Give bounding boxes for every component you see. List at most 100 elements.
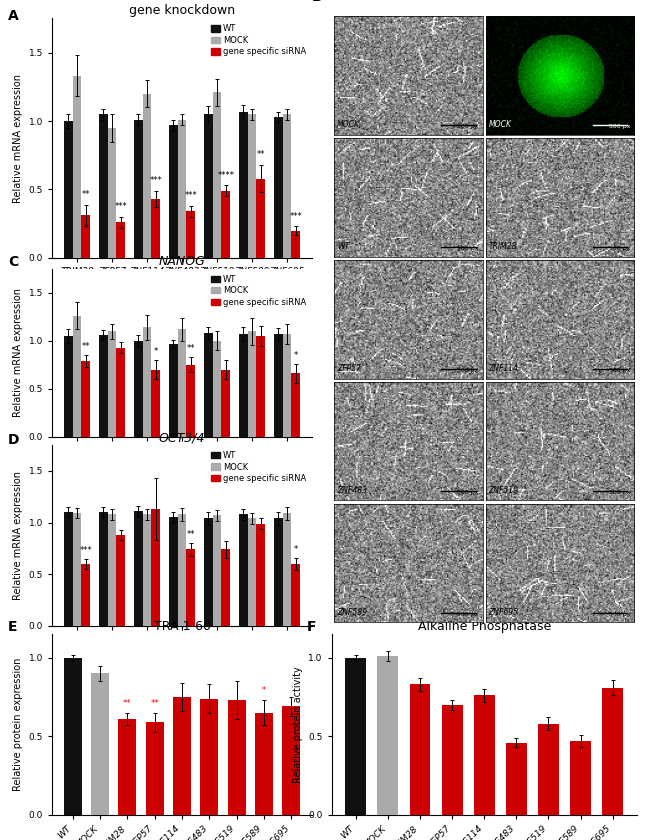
Bar [378, 656, 398, 815]
Bar [169, 125, 177, 258]
Bar [187, 365, 195, 437]
Bar [410, 685, 430, 815]
Title: NANOG: NANOG [159, 255, 205, 268]
Bar [142, 94, 151, 258]
Bar [64, 121, 73, 258]
Bar [255, 712, 273, 815]
Bar [603, 688, 623, 815]
Text: MOCK: MOCK [337, 119, 360, 129]
Bar [239, 514, 248, 626]
Bar [108, 331, 116, 437]
Bar [151, 370, 160, 437]
Text: ZNF589: ZNF589 [337, 607, 367, 617]
Bar [116, 348, 125, 437]
Legend: WT, MOCK, gene specific siRNA: WT, MOCK, gene specific siRNA [209, 23, 308, 58]
Y-axis label: Relative protein expression: Relative protein expression [13, 658, 23, 791]
Text: MOCK: MOCK [489, 119, 512, 129]
Text: 500 px: 500 px [608, 123, 630, 129]
Bar [73, 316, 81, 437]
Text: WT: WT [337, 242, 349, 250]
Bar [177, 329, 187, 437]
Bar [99, 335, 108, 437]
Bar [134, 512, 142, 626]
Bar [118, 719, 136, 815]
Bar [142, 328, 151, 437]
Bar [248, 114, 256, 258]
Y-axis label: Relative mRNA expression: Relative mRNA expression [13, 74, 23, 202]
Bar [213, 92, 222, 258]
Bar [142, 514, 151, 626]
Title: Alkaline Phosphatase: Alkaline Phosphatase [417, 620, 551, 633]
Text: 500 px: 500 px [457, 123, 478, 129]
Title: gene knockdown: gene knockdown [129, 4, 235, 18]
Bar [282, 706, 300, 815]
Text: ***: *** [79, 546, 92, 554]
Bar [73, 513, 81, 626]
Bar [274, 334, 283, 437]
Text: *: * [153, 347, 158, 356]
Text: ****: **** [217, 171, 234, 180]
Bar [204, 518, 213, 626]
Bar [274, 518, 283, 626]
Text: **: ** [187, 344, 195, 354]
Text: D: D [8, 433, 20, 447]
Bar [81, 564, 90, 626]
Text: C: C [8, 255, 18, 270]
Title: TRA-1-60: TRA-1-60 [153, 620, 211, 633]
Text: ZNF695: ZNF695 [489, 607, 519, 617]
Bar [474, 696, 495, 815]
Bar [283, 513, 291, 626]
Text: ***: *** [150, 176, 162, 186]
Bar [99, 512, 108, 626]
Bar [151, 509, 160, 626]
Text: 500 px: 500 px [608, 612, 630, 617]
Text: ZNF519: ZNF519 [489, 486, 519, 495]
Text: ZFP57: ZFP57 [337, 364, 361, 373]
Bar [570, 741, 591, 815]
Bar [116, 535, 125, 626]
Text: 500 px: 500 px [457, 490, 478, 495]
Text: 500 px: 500 px [457, 368, 478, 373]
Bar [256, 336, 265, 437]
Bar [239, 112, 248, 258]
Bar [283, 334, 291, 437]
Legend: WT, MOCK, gene specific siRNA: WT, MOCK, gene specific siRNA [209, 449, 308, 485]
Text: **: ** [257, 150, 265, 160]
Bar [222, 549, 230, 626]
Bar [538, 724, 559, 815]
Text: **: ** [81, 343, 90, 351]
Bar [169, 517, 177, 626]
Bar [187, 549, 195, 626]
Legend: WT, MOCK, gene specific siRNA: WT, MOCK, gene specific siRNA [209, 273, 308, 308]
Bar [187, 212, 195, 258]
Text: ZNF114: ZNF114 [489, 364, 519, 373]
Bar [134, 341, 142, 437]
Bar [291, 230, 300, 258]
Text: *: * [262, 686, 266, 696]
Bar [99, 114, 108, 258]
Bar [64, 512, 73, 626]
Text: F: F [307, 620, 317, 633]
Bar [291, 564, 300, 626]
Y-axis label: Relative mRNA expression: Relative mRNA expression [13, 471, 23, 600]
Bar [442, 705, 463, 815]
Text: 500 px: 500 px [608, 245, 630, 250]
Bar [81, 216, 90, 258]
Text: 500 px: 500 px [457, 245, 478, 250]
Bar [213, 341, 222, 437]
Text: **: ** [123, 699, 131, 708]
Bar [222, 370, 230, 437]
Bar [283, 114, 291, 258]
Bar [227, 701, 246, 815]
Bar [200, 699, 218, 815]
Y-axis label: Relative mRNA expression: Relative mRNA expression [13, 288, 23, 417]
Bar [248, 518, 256, 626]
Bar [177, 514, 187, 626]
Text: **: ** [150, 699, 159, 708]
Bar [81, 361, 90, 437]
Text: ***: *** [114, 202, 127, 212]
Text: ***: *** [289, 212, 302, 221]
Bar [213, 516, 222, 626]
Bar [291, 374, 300, 437]
Bar [204, 114, 213, 258]
